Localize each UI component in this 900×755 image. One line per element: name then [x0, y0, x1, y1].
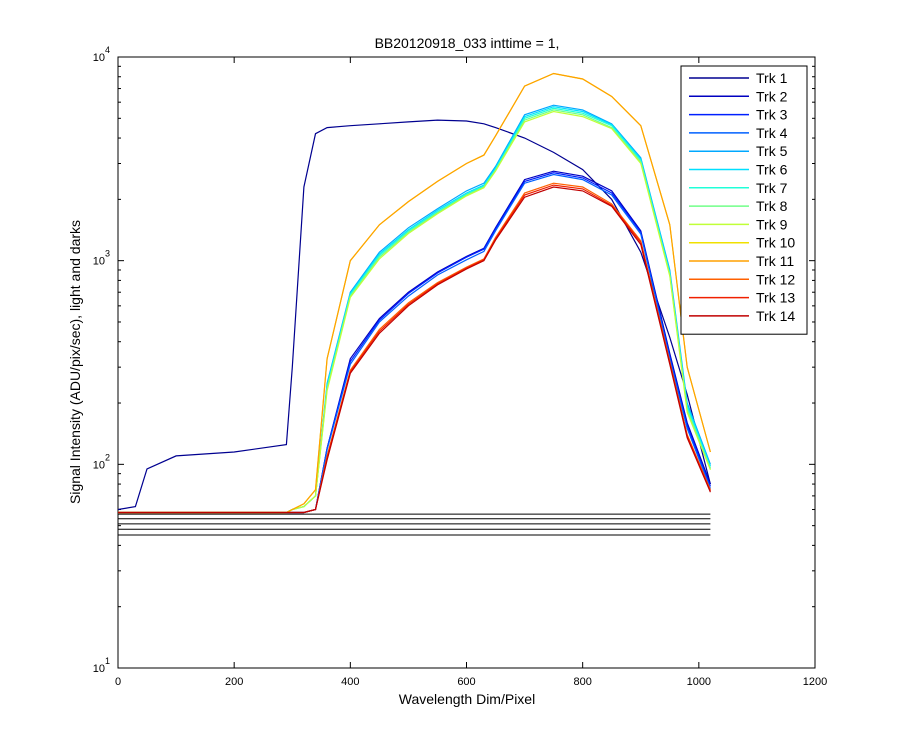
x-tick-label: 0 [115, 676, 121, 688]
chart-title: BB20120918_033 inttime = 1, [375, 35, 560, 51]
x-tick-label: 200 [225, 676, 243, 688]
legend-label: Trk 10 [756, 235, 795, 251]
legend: Trk 1 Trk 2 Trk 3 Trk 4 Trk 5 Trk 6 Trk 7 Trk 8… [680, 65, 808, 335]
y-tick-label: 102 [93, 452, 110, 471]
legend-label: Trk 8 [756, 198, 788, 214]
legend-label: Trk 2 [756, 88, 788, 104]
x-axis-label: Wavelength Dim/Pixel [399, 691, 535, 707]
x-tick-label: 800 [573, 676, 591, 688]
x-tick-label: 600 [457, 676, 475, 688]
series-line-14 [118, 186, 711, 514]
legend-label: Trk 12 [756, 271, 795, 287]
legend-label: Trk 9 [756, 216, 788, 232]
legend-label: Trk 11 [756, 253, 794, 269]
y-tick-label: 104 [93, 45, 110, 64]
legend-label: Trk 4 [756, 125, 788, 141]
series-line-1 [118, 119, 711, 511]
legend-label: Trk 7 [756, 180, 788, 196]
y-axis-label: Signal Intensity (ADU/pix/sec), light an… [67, 220, 83, 504]
legend-box [680, 65, 808, 335]
legend-label: Trk 13 [756, 290, 795, 306]
legend-label: Trk 14 [756, 308, 795, 324]
legend-label: Trk 5 [756, 143, 788, 159]
legend-label: Trk 1 [756, 70, 788, 86]
curves-group [118, 72, 711, 536]
x-tick-label: 1200 [803, 676, 827, 688]
y-tick-label: 103 [93, 249, 110, 268]
y-tick-label: 101 [93, 656, 110, 675]
legend-label: Trk 3 [756, 107, 788, 123]
x-tick-label: 1000 [687, 676, 711, 688]
legend-label: Trk 6 [756, 162, 788, 178]
x-tick-label: 400 [341, 676, 359, 688]
